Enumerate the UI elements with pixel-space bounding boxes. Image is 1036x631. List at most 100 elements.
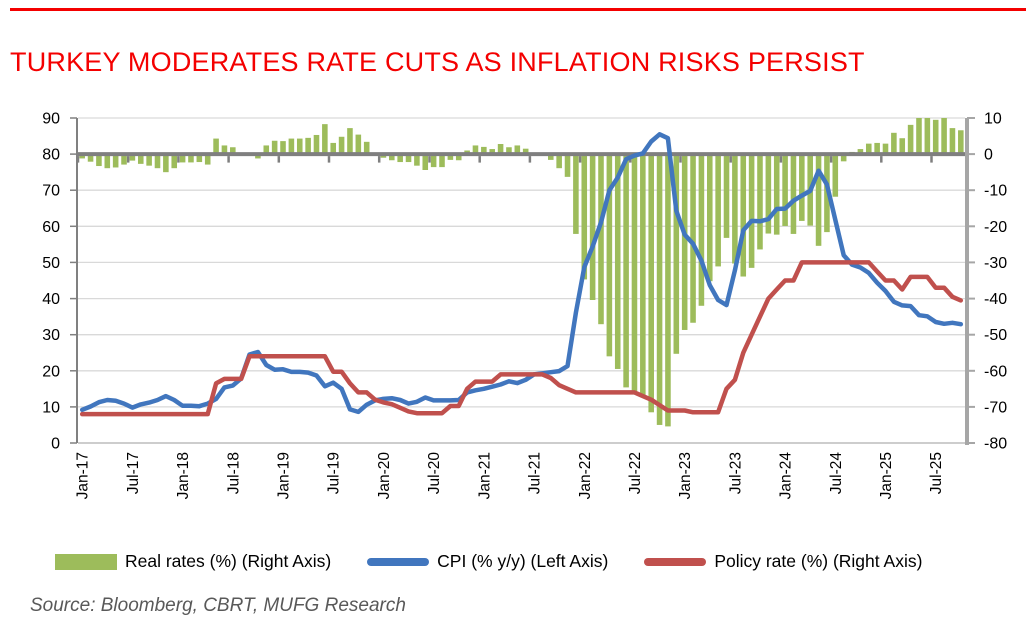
real-rate-bar [681, 154, 688, 330]
real-rate-bar [129, 154, 136, 161]
real-rate-bar [104, 154, 111, 169]
left-axis-tick-label: 10 [42, 399, 60, 416]
real-rate-bar [163, 154, 169, 173]
real-rate-bar [481, 146, 487, 155]
real-rate-bar [598, 154, 604, 325]
real-rate-bar [489, 149, 495, 155]
left-axis-tick-label: 60 [42, 219, 60, 236]
real-rate-bar [799, 154, 805, 221]
real-rate-bar [656, 154, 663, 425]
real-rate-bar [748, 154, 755, 268]
x-axis-tick-label: Jan-17 [75, 452, 92, 499]
cpi-swatch [367, 557, 430, 566]
real-rate-bar [522, 148, 529, 155]
real-rate-bar [347, 128, 353, 155]
right-axis-tick-label: -10 [984, 183, 1007, 200]
real-rate-bar [865, 143, 872, 155]
real-rate-bar [204, 154, 211, 165]
right-axis-tick-label: -40 [984, 291, 1007, 308]
policy-rate-swatch [644, 557, 707, 566]
real-rate-bar [790, 154, 797, 234]
x-axis-tick-label: Jan-22 [577, 452, 594, 499]
real-rate-bar [338, 136, 345, 155]
x-axis-tick-label: Jan-25 [878, 452, 895, 499]
real-rate-bar [564, 154, 571, 177]
real-rate-bar [949, 128, 956, 155]
real-rate-bar [213, 138, 219, 155]
legend-item-cpi: CPI (% y/y) (Left Axis) [367, 551, 608, 572]
real-rate-bar [606, 154, 613, 357]
x-axis-tick-label: Jul-24 [828, 452, 845, 495]
real-rate-bar [322, 124, 328, 155]
real-rate-bar [405, 154, 412, 163]
real-rate-bar [221, 145, 228, 155]
left-axis-tick-label: 50 [42, 255, 60, 272]
real-rate-bar [958, 130, 964, 155]
real-rate-bar [188, 154, 194, 163]
real-rate-bar [87, 154, 94, 162]
real-rates-swatch [55, 553, 117, 570]
x-axis-tick-label: Jul-25 [928, 452, 945, 494]
x-axis-tick-label: Jan-24 [778, 452, 795, 500]
left-axis-tick-label: 0 [51, 436, 60, 453]
x-axis-tick-label: Jan-20 [376, 452, 393, 500]
real-rate-bar [472, 145, 479, 155]
real-rate-bar [891, 132, 897, 155]
zero-axis-line [76, 152, 965, 163]
right-axis-tick-label: -30 [984, 255, 1007, 272]
left-axis-tick-label: 40 [42, 291, 60, 308]
real-rate-bar [121, 154, 127, 165]
legend-label-cpi: CPI (% y/y) (Left Axis) [437, 551, 609, 571]
real-rate-bar [79, 154, 85, 159]
x-axis-tick-label: Jul-20 [426, 452, 443, 495]
real-rate-bar [271, 140, 278, 155]
real-rate-bar [296, 138, 303, 155]
real-rate-bar [455, 154, 462, 161]
x-axis-tick-label: Jul-22 [627, 452, 644, 494]
real-rate-bar [363, 141, 370, 155]
real-rate-bar [857, 149, 864, 155]
real-rate-bar [556, 154, 562, 169]
policy-rate-line [79, 260, 964, 417]
real-rate-bar [916, 118, 922, 155]
x-axis-tick-label: Jan-18 [175, 452, 192, 499]
real-rate-bar [690, 154, 696, 323]
real-rate-bar [715, 154, 721, 267]
real-rate-bar [757, 154, 763, 250]
top-rule [10, 8, 1026, 11]
x-axis-tick-label: Jul-21 [527, 452, 544, 494]
real-rate-bar [514, 145, 521, 155]
x-axis-tick-label: Jan-23 [677, 452, 694, 499]
real-rate-bar [313, 134, 320, 155]
real-rate-bar [137, 154, 144, 164]
real-rate-bar [196, 154, 203, 163]
real-rate-bar [422, 154, 429, 170]
real-rate-bar [874, 142, 880, 155]
real-rate-bar [706, 154, 713, 282]
real-rate-bar [305, 137, 311, 155]
real-rate-bar [907, 124, 914, 155]
real-rate-bar [815, 154, 822, 246]
right-axis-tick-label: -50 [984, 327, 1007, 344]
real-rate-bar [255, 154, 261, 159]
real-rate-bar [146, 154, 152, 166]
x-axis-tick-label: Jul-17 [125, 452, 142, 494]
left-axis-tick-label: 20 [42, 363, 60, 380]
real-rate-bar [765, 154, 772, 234]
real-rate-bar [280, 141, 286, 155]
real-rate-bar [355, 134, 362, 155]
real-rate-bar [740, 154, 747, 277]
right-axis-tick-label: 0 [984, 147, 993, 164]
rates-inflation-chart: 90 80 70 60 50 40 30 20 10 0 10 0 -10 -20 -30 -40 -50 -60… [42, 111, 1007, 500]
page-title: TURKEY MODERATES RATE CUTS AS INFLATION … [10, 47, 865, 77]
real-rate-bar [614, 154, 621, 369]
right-axis-tick-label: -80 [984, 436, 1007, 453]
real-rate-bar [665, 154, 671, 427]
legend-item-policy-rate: Policy rate (%) (Right Axis) [644, 551, 922, 572]
real-rate-bar [263, 145, 270, 155]
real-rate-bar [230, 147, 236, 155]
real-rate-bar [773, 154, 780, 235]
real-rate-bar [288, 138, 295, 155]
real-rate-bar [397, 154, 403, 163]
